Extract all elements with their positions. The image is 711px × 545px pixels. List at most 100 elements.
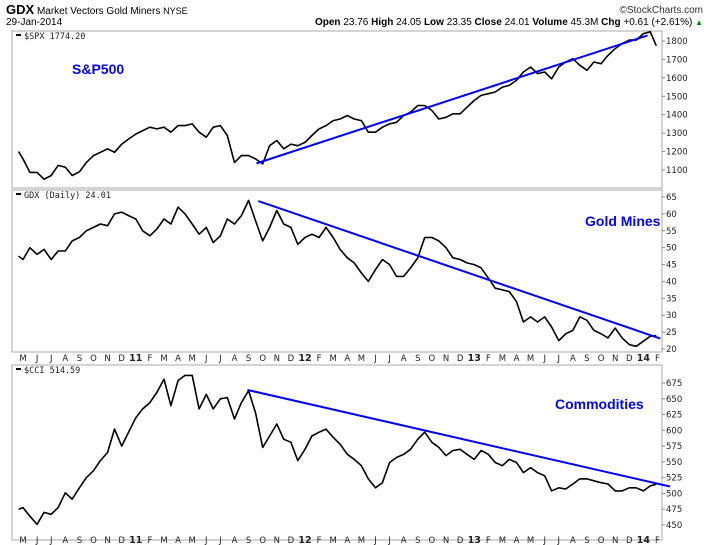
- month-label: F: [147, 354, 152, 364]
- month-label: M: [499, 536, 506, 545]
- month-label: 13: [468, 353, 481, 364]
- spx-ytick-label: 1300: [666, 129, 688, 139]
- month-label: J: [204, 536, 208, 545]
- month-label: S: [415, 536, 420, 545]
- gdx-price-line: [18, 199, 657, 348]
- month-label: A: [514, 354, 520, 364]
- month-label: F: [486, 536, 491, 545]
- spx-trendline: [256, 34, 648, 165]
- cci-ytick-label: 475: [666, 505, 682, 515]
- month-label: M: [19, 354, 26, 364]
- month-label: S: [584, 354, 589, 364]
- month-label: M: [527, 354, 534, 364]
- month-label: J: [49, 536, 53, 545]
- spx-price-line: [17, 30, 658, 180]
- month-label: A: [175, 536, 181, 545]
- month-label: N: [612, 354, 618, 364]
- month-label: N: [612, 536, 618, 545]
- cci-ytick-label: 675: [666, 379, 682, 389]
- change-label: Chg: [601, 17, 621, 28]
- month-label: J: [218, 536, 222, 545]
- month-label: A: [62, 536, 68, 545]
- month-label: J: [542, 354, 546, 364]
- month-label: O: [90, 354, 97, 364]
- spx-panel: 1100 1200 1300 1400 1500 1600 1700 1800 $SPX 177…: [11, 30, 688, 189]
- month-label: M: [527, 536, 534, 545]
- month-label: J: [35, 536, 39, 545]
- month-label: N: [443, 536, 449, 545]
- cci-ytick-label: 650: [666, 395, 682, 405]
- spx-ytick-label: 1600: [666, 74, 688, 84]
- gdx-ytick-label: 55: [666, 227, 677, 237]
- quote-summary: Open 23.76 High 24.05 Low 23.35 Close 24…: [315, 17, 703, 28]
- month-label: S: [246, 536, 251, 545]
- month-label: 12: [298, 353, 311, 364]
- month-label: 12: [298, 535, 311, 545]
- month-label: 14: [637, 535, 651, 545]
- month-label: A: [401, 536, 407, 545]
- cci-legend-label: $CCI 514.59: [24, 366, 80, 376]
- cci-ytick-label: 500: [666, 489, 682, 499]
- month-axis-bottom: M J J A S O N D 11 F M A M J J A S O N D 12 F M A M J J A S O N D 13 F M A M…: [19, 535, 660, 545]
- month-label: O: [429, 536, 436, 545]
- month-label: A: [514, 536, 520, 545]
- gdx-ytick-label: 30: [666, 311, 677, 321]
- month-label: J: [204, 354, 208, 364]
- month-label: F: [655, 536, 660, 545]
- month-label: 11: [129, 535, 142, 545]
- month-label: M: [160, 536, 167, 545]
- low-value: 23.35: [446, 17, 472, 28]
- open-label: Open: [314, 17, 341, 28]
- open-value: 23.76: [343, 17, 369, 28]
- month-label: D: [288, 536, 295, 545]
- cci-panel: 450 475 500 525 550 575 600 625 650 675 $CCI 514.5…: [11, 364, 682, 541]
- spx-ytick-label: 1500: [666, 92, 688, 102]
- month-label: O: [598, 354, 605, 364]
- low-label: Low: [423, 17, 444, 28]
- cci-ytick-label: 525: [666, 474, 682, 484]
- month-label: 14: [637, 353, 651, 364]
- security-name: Market Vectors Gold Miners: [36, 6, 161, 17]
- chart-date: 29-Jan-2014: [6, 17, 63, 28]
- month-label: S: [77, 536, 82, 545]
- spx-annotation: S&P500: [72, 61, 124, 77]
- cci-panel-frame: [11, 364, 663, 541]
- month-label: S: [584, 536, 589, 545]
- month-label: D: [457, 536, 464, 545]
- month-label: O: [598, 536, 605, 545]
- close-label: Close: [474, 17, 502, 28]
- month-label: J: [557, 536, 561, 545]
- month-label: M: [160, 354, 167, 364]
- month-label: M: [330, 536, 337, 545]
- month-label: A: [232, 536, 238, 545]
- month-label: M: [330, 354, 337, 364]
- month-axis-middle: M J J A S O N D 11 F M A M J J A S O N D 12 F M A M J J A S O N D 13 F M A M…: [19, 353, 660, 364]
- copyright[interactable]: ©StockCharts.com: [619, 5, 703, 16]
- high-value: 24.05: [396, 17, 422, 28]
- month-label: M: [499, 354, 506, 364]
- change-value: +0.61 (+2.61%): [623, 17, 693, 28]
- gdx-ytick-label: 50: [666, 244, 677, 254]
- spx-ytick-label: 1400: [666, 111, 688, 121]
- cci-annotation: Commodities: [555, 396, 644, 412]
- month-label: D: [118, 536, 125, 545]
- month-label: A: [232, 354, 238, 364]
- month-label: F: [486, 354, 491, 364]
- month-label: M: [189, 354, 196, 364]
- cci-legend-swatch: [16, 368, 21, 370]
- gdx-legend-label: GDX (Daily) 24.01: [24, 191, 111, 201]
- volume-value: 45.3M: [570, 17, 599, 28]
- cci-ytick-label: 550: [666, 458, 682, 468]
- month-label: J: [557, 354, 561, 364]
- title-bar: GDX Market Vectors Gold Miners NYSE: [6, 2, 188, 17]
- month-label: A: [401, 354, 407, 364]
- month-label: N: [104, 354, 110, 364]
- month-label: O: [259, 354, 266, 364]
- volume-label: Volume: [532, 17, 568, 28]
- month-label: M: [358, 354, 365, 364]
- high-label: High: [371, 17, 394, 28]
- month-label: S: [246, 354, 251, 364]
- gdx-trendline: [257, 200, 661, 340]
- month-label: 11: [129, 353, 142, 364]
